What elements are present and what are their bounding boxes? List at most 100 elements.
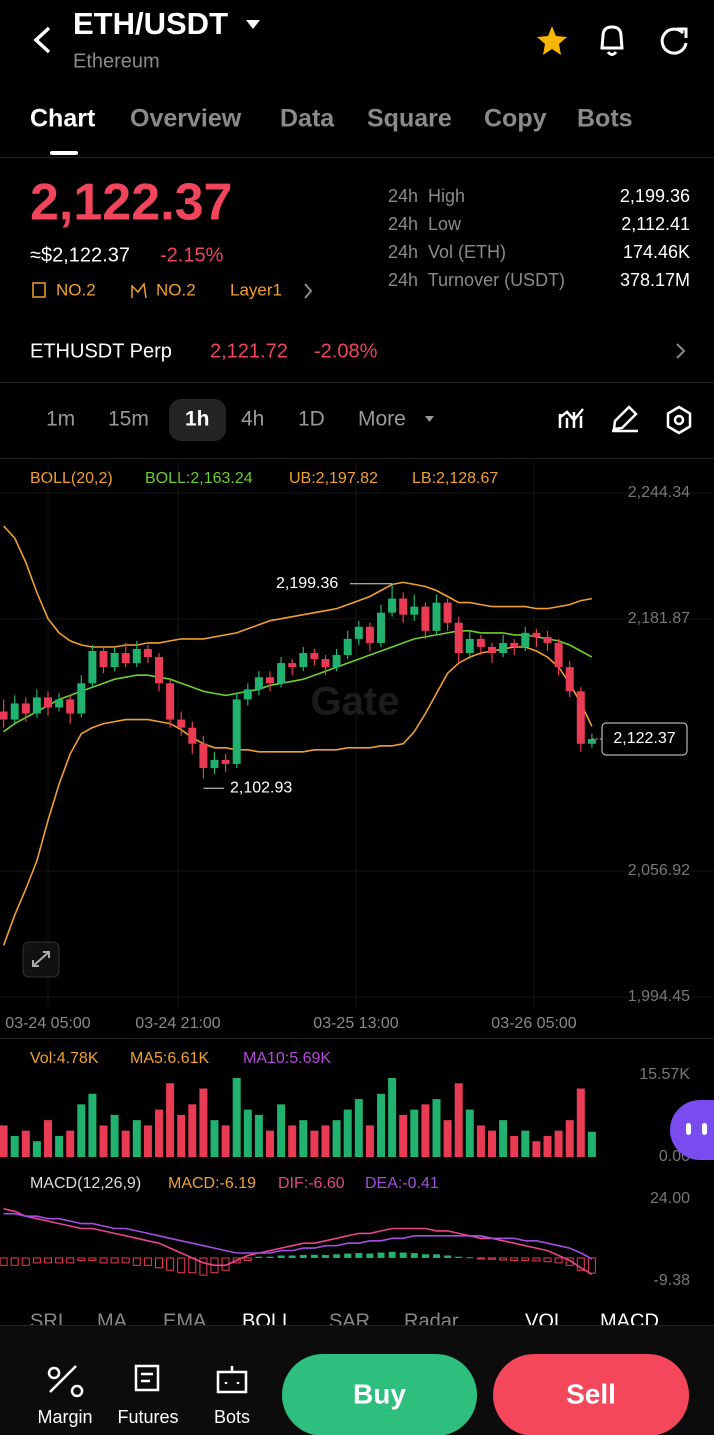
candle-body [77,683,86,714]
tag-icon [131,282,147,299]
price-change: -2.15% [160,244,224,266]
candle-body [243,689,252,700]
timeframe[interactable]: 1h [185,408,210,431]
volume-bar [343,1109,352,1157]
settings-icon[interactable] [666,405,692,435]
rank-tag[interactable]: NO.2 [56,280,96,299]
expand-icon [32,951,50,967]
timeframe[interactable]: 1D [298,408,325,431]
macd-bar [521,1257,530,1261]
tag-icon [32,282,46,298]
volume-bar [254,1114,263,1157]
candle-body [388,598,397,613]
back-button[interactable] [33,26,51,54]
macd-bar [288,1255,296,1258]
tab[interactable]: Overview [130,105,242,133]
candle-body [155,657,163,684]
assistant-bubble[interactable] [670,1100,714,1160]
candle-body [232,699,241,764]
candle-body [488,646,496,654]
buy-button[interactable] [282,1354,477,1435]
candle-body [132,648,141,664]
volume-bar [66,1130,75,1157]
share-icon[interactable] [660,27,688,55]
pair-dropdown[interactable] [246,20,260,29]
candle-body [32,697,41,714]
timeframe[interactable]: 15m [108,408,149,431]
rank-tag[interactable]: NO.2 [156,280,196,299]
tab[interactable]: Copy [484,105,547,133]
high-label: 2,199.36 [276,575,338,592]
pair[interactable]: ETH/USDT [73,6,228,41]
stat-label: 24h Vol (ETH) [388,242,506,262]
y-tick-label: 2,244.34 [628,484,690,501]
candle-body [365,626,374,643]
macd-bar [177,1257,186,1274]
macd-bar [421,1254,429,1258]
volume-bar [499,1120,508,1157]
candle-body [576,691,585,744]
footer-item[interactable]: Futures [117,1407,178,1427]
candle-body [565,667,574,692]
macd-bar [344,1253,352,1258]
macd-bar [143,1257,152,1266]
tab[interactable]: Square [367,105,452,133]
macd-bar [466,1257,474,1259]
tab[interactable]: Bots [577,105,633,133]
candle-body [55,699,64,708]
candle-body [199,743,208,768]
indicator-icon[interactable] [558,408,584,428]
sell-label[interactable]: Sell [566,1378,616,1409]
bots-icon[interactable] [216,1366,248,1394]
macd-bar [44,1257,52,1264]
tab[interactable]: Data [280,105,335,133]
macd-bar [554,1257,563,1264]
macd-bar [399,1252,407,1258]
candle-body [221,759,230,764]
buy-label[interactable]: Buy [353,1378,406,1409]
candle-body [443,602,452,623]
alert-icon[interactable] [600,25,624,56]
volume-bar [354,1099,363,1157]
stat-label: 24h Low [388,214,462,234]
footer-items: Margin Futures Bots [37,1407,250,1427]
candle-body [587,738,596,744]
timeframe[interactable]: 4h [241,408,264,431]
perp-name[interactable]: ETHUSDT Perp [30,340,172,362]
footer-item[interactable]: Bots [214,1407,250,1427]
sell-button[interactable] [493,1354,689,1435]
candle-body [521,632,530,647]
candle-body [21,703,30,714]
favorite-icon[interactable] [537,26,567,55]
volume-bar [177,1114,186,1157]
chevron[interactable] [676,343,686,359]
sector-tag[interactable]: Layer1 [230,280,282,299]
draw-icon[interactable] [612,405,638,433]
candle-body [465,638,474,654]
candle-body [321,659,330,668]
usd-price: ≈$2,122.37 [30,244,130,266]
tab-indicator [50,151,78,155]
y-tick-label: 15.57K [639,1066,690,1083]
macd-bar [55,1257,64,1264]
footer-item[interactable]: Margin [37,1407,92,1427]
indicator-line [3,1212,593,1260]
volume-bar [99,1125,108,1157]
candle-body [499,642,508,654]
tab[interactable]: Chart [30,105,96,133]
volume-bar [21,1130,30,1157]
margin-icon[interactable] [47,1365,84,1398]
volume-bar [410,1109,419,1157]
volume-bar [587,1131,596,1157]
candle-body [266,677,274,684]
volume-bar [143,1125,152,1157]
candle-body [410,606,419,615]
futures-icon[interactable] [134,1364,160,1392]
volume-bar [465,1109,474,1157]
volume-bar [0,1125,8,1157]
timeframe[interactable]: More [358,408,406,431]
volume-bar [132,1120,141,1157]
timeframe[interactable]: 1m [46,408,75,431]
volume-bar [155,1109,163,1157]
